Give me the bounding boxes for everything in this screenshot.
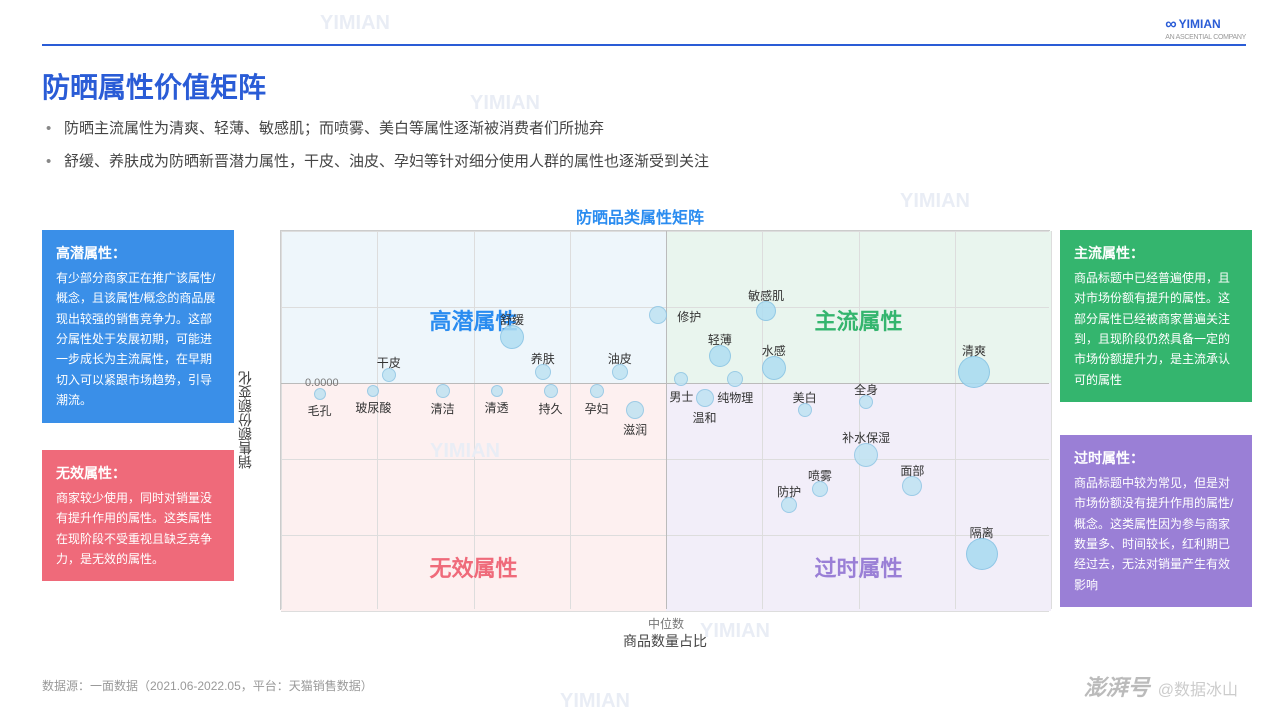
bubble-label: 全身: [854, 381, 878, 398]
bubble-label: 油皮: [608, 350, 632, 367]
bubble: [762, 356, 786, 380]
bubble-label: 男士: [669, 388, 693, 405]
bubble-label: 滋润: [623, 421, 647, 438]
bubble-label: 持久: [538, 400, 562, 417]
x-axis-label: 商品数量占比: [623, 631, 707, 651]
quadrant-label: 主流属性: [815, 304, 903, 336]
scatter-quadrant-chart: 商品数量占比 销售额份额变化 0.0000中位数高潜属性主流属性无效属性过时属性…: [280, 230, 1050, 610]
bubble-label: 敏感肌: [748, 287, 784, 304]
bubble-label: 清洁: [431, 400, 455, 417]
chart-title: 防晒品类属性矩阵: [576, 204, 704, 228]
bubble: [966, 538, 998, 570]
data-source: 数据源：一面数据（2021.06-2022.05，平台：天猫销售数据）: [42, 677, 373, 694]
logo-icon: ∞: [1165, 16, 1176, 33]
bubble: [367, 385, 379, 397]
bubble: [854, 443, 878, 467]
bubble-label: 面部: [900, 462, 924, 479]
quadrant-label: 无效属性: [430, 551, 518, 583]
info-card-bot_left: 无效属性：商家较少使用，同时对销量没有提升作用的属性。这类属性在现阶段不受重视且…: [42, 450, 234, 581]
bubble-label: 补水保湿: [842, 429, 890, 446]
bullet-2: 舒缓、养肤成为防晒新晋潜力属性，干皮、油皮、孕妇等针对细分使用人群的属性也逐渐受…: [42, 145, 1240, 178]
bubble-label: 干皮: [377, 354, 401, 371]
bubble-label: 清透: [485, 399, 509, 416]
bubble-label: 喷雾: [808, 467, 832, 484]
y-axis-label: 销售额份额变化: [235, 371, 255, 469]
bubble: [544, 384, 558, 398]
bullet-1: 防晒主流属性为清爽、轻薄、敏感肌；而喷雾、美白等属性逐渐被消费者们所抛弃: [42, 112, 1240, 145]
bubble-label: 清爽: [962, 342, 986, 359]
bubble-label: 养肤: [531, 350, 555, 367]
bubble: [756, 301, 776, 321]
bubble: [314, 388, 326, 400]
bubble-label: 美白: [793, 389, 817, 406]
bubble-label: 隔离: [970, 524, 994, 541]
bubble-label: 修护: [677, 308, 701, 325]
bubble: [674, 372, 688, 386]
bubble: [958, 356, 990, 388]
info-card-top_right: 主流属性：商品标题中已经普遍使用，且对市场份额有提升的属性。这部分属性已经被商家…: [1060, 230, 1252, 402]
bubble: [902, 476, 922, 496]
median-label: 中位数: [648, 615, 684, 632]
bubble-label: 玻尿酸: [355, 399, 391, 416]
bubble: [696, 389, 714, 407]
page-title: 防晒属性价值矩阵: [42, 66, 266, 106]
brand-logo: ∞YIMIAN AN ASCENTIAL COMPANY: [1165, 16, 1246, 41]
summary-bullets: 防晒主流属性为清爽、轻薄、敏感肌；而喷雾、美白等属性逐渐被消费者们所抛弃 舒缓、…: [42, 112, 1240, 178]
watermark: YIMIAN: [320, 12, 390, 35]
footer-brand: 澎湃号@数据冰山: [1084, 670, 1238, 702]
quadrant-label: 过时属性: [815, 551, 903, 583]
bubble: [436, 384, 450, 398]
bubble-label: 舒缓: [500, 311, 524, 328]
info-card-bot_right: 过时属性：商品标题中较为常见，但是对市场份额没有提升作用的属性/概念。这类属性因…: [1060, 435, 1252, 607]
info-card-top_left: 高潜属性：有少部分商家正在推广该属性/概念，且该属性/概念的商品展现出较强的销售…: [42, 230, 234, 423]
watermark: YIMIAN: [900, 190, 970, 213]
bubble-label: 孕妇: [585, 400, 609, 417]
bubble-label: 毛孔: [307, 402, 331, 419]
bubble-label: 纯物理: [717, 389, 753, 406]
bubble: [491, 385, 503, 397]
watermark: YIMIAN: [560, 690, 630, 713]
bubble-label: 轻薄: [708, 331, 732, 348]
bubble-label: 水感: [762, 342, 786, 359]
bubble: [727, 371, 743, 387]
header-rule: [42, 44, 1246, 46]
bubble: [500, 325, 524, 349]
bubble: [649, 306, 667, 324]
watermark: YIMIAN: [700, 620, 770, 643]
bubble-label: 温和: [692, 409, 716, 426]
bubble-label: 防护: [777, 483, 801, 500]
bubble: [626, 401, 644, 419]
bubble: [709, 345, 731, 367]
bubble: [590, 384, 604, 398]
zero-label: 0.0000: [305, 377, 339, 389]
